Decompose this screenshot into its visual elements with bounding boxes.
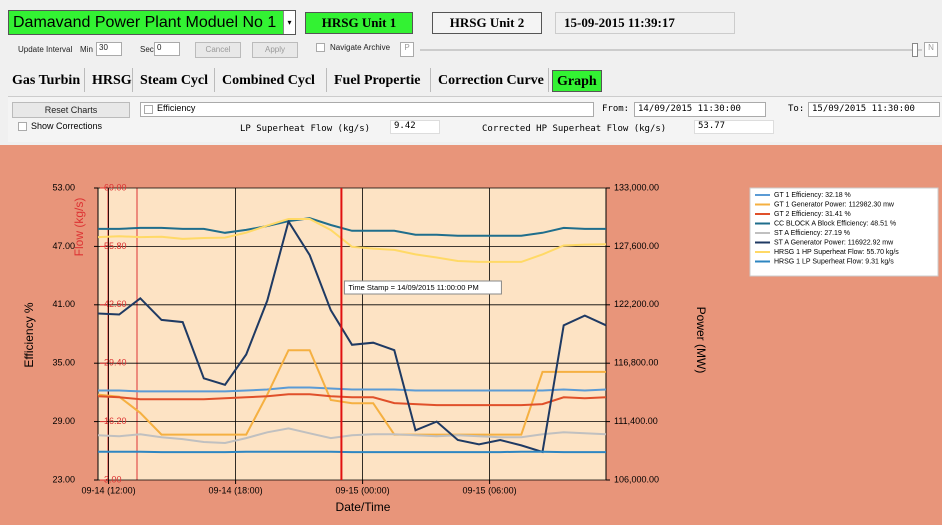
x-tick-label: 09-14 (12:00): [82, 485, 136, 495]
x-tick-label: 09-14 (18:00): [209, 485, 263, 495]
legend-label: GT 2 Efficiency: 31.41 %: [774, 211, 851, 218]
label: Corrected HP Superheat Flow (kg/s): [482, 124, 667, 134]
tab[interactable]: Correction Curve: [438, 73, 544, 88]
legend-label: CC BLOCK A Block Efficiency: 48.51 %: [774, 220, 896, 227]
series-line: [97, 393, 607, 407]
y3-tick-label: 29.40: [104, 358, 127, 368]
tab[interactable]: Graph: [552, 70, 602, 92]
tab[interactable]: HRSG: [92, 73, 132, 88]
y-tick-label: 23.00: [52, 474, 75, 484]
label: Update Interval: [18, 45, 73, 54]
from-input[interactable]: 14/09/2015 11:30:00: [634, 102, 766, 117]
y2-tick-label: 111,400.00: [614, 416, 658, 426]
reset-button[interactable]: Reset Charts: [12, 102, 130, 118]
legend-label: GT 1 Generator Power: 112982.30 mw: [774, 201, 895, 208]
series-label: Efficiency: [157, 103, 196, 113]
y2-tick-label: 106,000.00: [614, 474, 659, 484]
y-tick-label: 41.00: [52, 299, 75, 309]
y-tick-label: 29.00: [52, 416, 75, 426]
min-input[interactable]: 30: [96, 42, 122, 56]
y-axis-title: Efficiency %: [22, 302, 36, 367]
tab-separator: [132, 68, 133, 92]
tab[interactable]: Gas Turbin: [12, 73, 81, 88]
plant-dropdown[interactable]: Damavand Power Plant Moduel No 1 ▾: [8, 10, 296, 35]
tab[interactable]: Fuel Propertie: [334, 73, 421, 88]
y2-tick-label: 122,200.00: [614, 299, 659, 309]
series-line: [98, 386, 607, 393]
apply-button[interactable]: Apply: [252, 42, 298, 58]
label: Sec: [140, 45, 154, 54]
y3-tick-label: 3.00: [104, 474, 122, 484]
tab-separator: [214, 68, 215, 92]
tab[interactable]: Steam Cycl: [140, 73, 209, 88]
series-line: [97, 349, 606, 436]
slider-thumb[interactable]: [912, 43, 918, 57]
legend-label: ST A Generator Power: 116922.92 mw: [774, 239, 894, 246]
y3-tick-label: 16.20: [104, 416, 127, 426]
to-input[interactable]: 15/09/2015 11:30:00: [808, 102, 940, 117]
y2-tick-label: 116,800.00: [614, 358, 658, 368]
y-tick-label: 47.00: [52, 241, 75, 251]
series-line: [98, 217, 606, 237]
y-tick-label: 53.00: [52, 182, 75, 192]
unit-button[interactable]: HRSG Unit 1: [305, 12, 413, 34]
legend: [749, 187, 939, 277]
series-line: [97, 218, 607, 263]
lp-value: 9.42: [390, 120, 440, 134]
x-axis-title: Date/Time: [336, 500, 391, 514]
label: Show Corrections: [31, 121, 103, 131]
legend-label: HRSG 1 LP Superheat Flow: 9.31 kg/s: [774, 258, 894, 265]
checkbox[interactable]: [144, 105, 153, 114]
legend-label: HRSG 1 HP Superheat Flow: 55.70 kg/s: [774, 249, 899, 256]
tab-separator: [326, 68, 327, 92]
y3-axis-title: Flow (kg/s): [72, 198, 86, 257]
chart: 23.00 29.00 35.00 41.00 47.00 53.00 3.00 16.20 2…: [0, 145, 942, 525]
y2-tick-label: 127,600.00: [614, 241, 659, 251]
tab-separator: [84, 68, 85, 92]
legend-label: ST A Efficiency: 27.19 %: [774, 230, 850, 237]
y-tick-label: 35.00: [52, 358, 75, 368]
checkbox[interactable]: [316, 43, 325, 52]
y3-tick-label: 42.60: [104, 299, 127, 309]
plant-name: Damavand Power Plant Moduel No 1: [13, 14, 277, 31]
hp-value: 53.77: [694, 120, 774, 134]
datetime: 15-09-2015 11:39:17: [555, 12, 735, 34]
x-tick-label: 09-15 (06:00): [463, 485, 517, 495]
x-tick-label: 09-15 (00:00): [336, 485, 390, 495]
label: LP Superheat Flow (kg/s): [240, 124, 371, 134]
cancel-button[interactable]: Cancel: [195, 42, 241, 58]
next-button[interactable]: N: [924, 42, 938, 57]
label: To:: [788, 104, 805, 114]
tab-separator: [430, 68, 431, 92]
label: Navigate Archive: [330, 43, 391, 52]
unit-button[interactable]: HRSG Unit 2: [432, 12, 542, 34]
y3-tick-label: 55.80: [104, 241, 127, 251]
tab[interactable]: Combined Cycl: [222, 73, 315, 88]
legend-label: GT 1 Efficiency: 32.18 %: [774, 192, 851, 199]
y2-axis-title: Power (MW): [694, 307, 708, 374]
sec-input[interactable]: 0: [154, 42, 180, 56]
dropdown-arrow: ▾: [283, 11, 295, 34]
series-line: [97, 219, 607, 454]
tab-separator: [548, 68, 549, 92]
tooltip: [343, 280, 502, 295]
series-line: [97, 427, 607, 445]
tooltip-text: Time Stamp = 14/09/2015 11:00:00 PM: [348, 283, 478, 292]
checkbox[interactable]: [18, 122, 27, 131]
label: From:: [602, 104, 630, 114]
slider-track: [420, 49, 922, 51]
label: Min: [80, 45, 93, 54]
prev-button[interactable]: P: [400, 42, 414, 57]
y3-tick-label: 69.00: [104, 182, 127, 192]
series-select[interactable]: [140, 102, 594, 117]
y2-tick-label: 133,000.00: [614, 182, 659, 192]
